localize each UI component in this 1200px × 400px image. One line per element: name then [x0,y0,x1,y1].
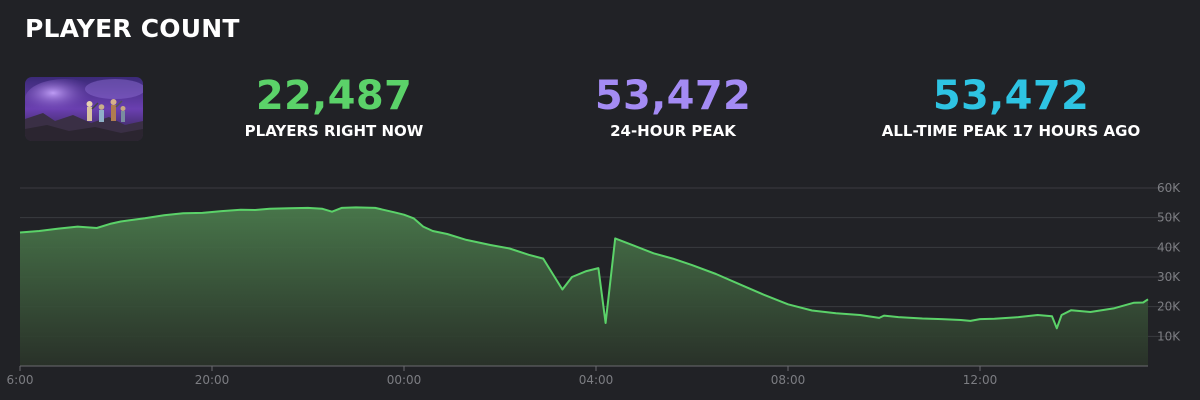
all-time-peak-label: ALL-TIME PEAK 17 HOURS AGO [881,122,1141,140]
24-hour-peak-label: 24-HOUR PEAK [610,122,736,140]
y-tick-label: 30K [1157,270,1181,284]
y-axis-ticks: 10K 20K 30K 40K 50K 60K [1157,181,1181,343]
series-line [19,206,1149,330]
y-tick-label: 60K [1157,181,1181,195]
series-area [20,207,1148,366]
game-thumbnail [25,77,143,141]
24-hour-peak-stat: 53,472 24-HOUR PEAK [513,70,833,140]
y-tick-label: 10K [1157,329,1181,343]
x-axis-ticks: 6:00 20:00 00:00 04:00 08:00 12:00 [7,366,998,387]
current-players-stat: 22,487 PLAYERS RIGHT NOW [174,70,494,140]
y-tick-label: 50K [1157,211,1181,225]
x-tick-label: 08:00 [771,373,806,387]
current-players-label: PLAYERS RIGHT NOW [244,122,424,140]
x-tick-label: 00:00 [387,373,422,387]
game-cover-art-icon [25,77,143,141]
x-tick-label: 20:00 [195,373,230,387]
24-hour-peak-value: 53,472 [594,73,752,119]
x-tick-label: 12:00 [963,373,998,387]
y-tick-label: 20K [1157,300,1181,314]
x-tick-label: 04:00 [579,373,614,387]
y-tick-label: 40K [1157,240,1181,254]
all-time-peak-stat: 53,472 ALL-TIME PEAK 17 HOURS AGO [851,70,1171,140]
page-title: PLAYER COUNT [25,14,240,43]
current-players-value: 22,487 [255,73,413,119]
x-tick-label: 6:00 [7,373,34,387]
player-count-chart[interactable]: 10K 20K 30K 40K 50K 60K 6:00 20:00 00:00 04:00 08… [0,170,1200,400]
all-time-peak-value: 53,472 [932,73,1090,119]
